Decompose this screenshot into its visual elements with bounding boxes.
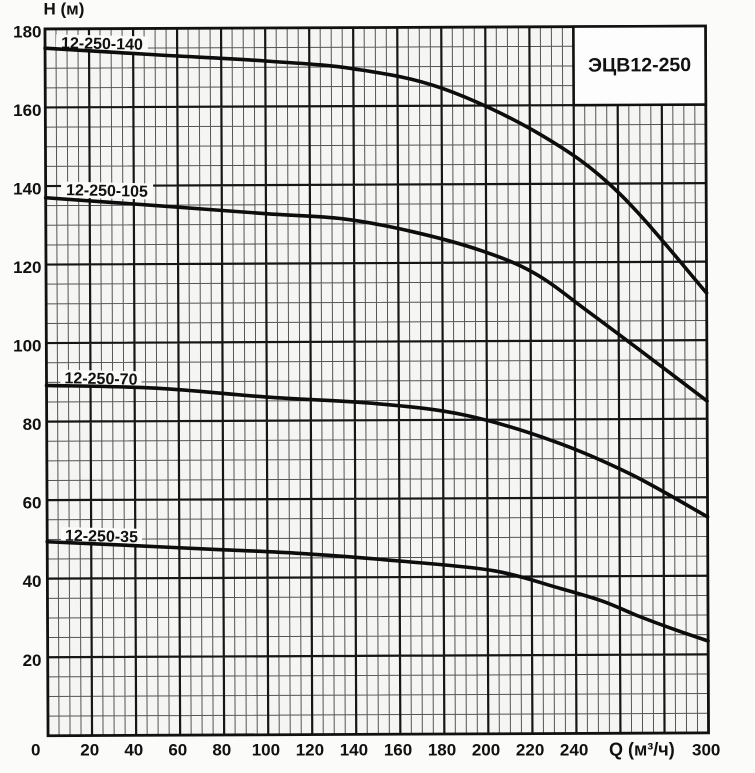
svg-text:100: 100 — [252, 741, 280, 760]
svg-text:200: 200 — [472, 741, 500, 760]
svg-text:100: 100 — [13, 337, 41, 356]
svg-text:220: 220 — [516, 741, 544, 760]
svg-text:40: 40 — [23, 572, 42, 591]
svg-text:240: 240 — [560, 741, 588, 760]
svg-text:40: 40 — [124, 741, 143, 760]
svg-text:160: 160 — [13, 101, 41, 120]
svg-text:60: 60 — [23, 494, 42, 513]
svg-text:140: 140 — [13, 180, 41, 199]
svg-text:300: 300 — [692, 741, 720, 760]
svg-text:20: 20 — [23, 651, 42, 670]
svg-text:60: 60 — [168, 741, 187, 760]
svg-text:120: 120 — [13, 258, 41, 277]
svg-text:H (м): H (м) — [44, 0, 85, 19]
svg-text:80: 80 — [212, 741, 231, 760]
svg-text:80: 80 — [23, 415, 42, 434]
svg-text:12-250-105: 12-250-105 — [66, 182, 148, 201]
svg-text:0: 0 — [31, 741, 40, 760]
svg-text:12-250-70: 12-250-70 — [64, 370, 137, 389]
svg-text:ЭЦВ12-250: ЭЦВ12-250 — [588, 54, 691, 76]
svg-text:120: 120 — [296, 741, 324, 760]
svg-text:Q (м³/ч): Q (м³/ч) — [609, 740, 675, 760]
svg-text:180: 180 — [13, 23, 41, 42]
svg-text:180: 180 — [428, 741, 456, 760]
svg-text:20: 20 — [80, 741, 99, 760]
svg-text:160: 160 — [384, 741, 412, 760]
svg-text:140: 140 — [340, 741, 368, 760]
